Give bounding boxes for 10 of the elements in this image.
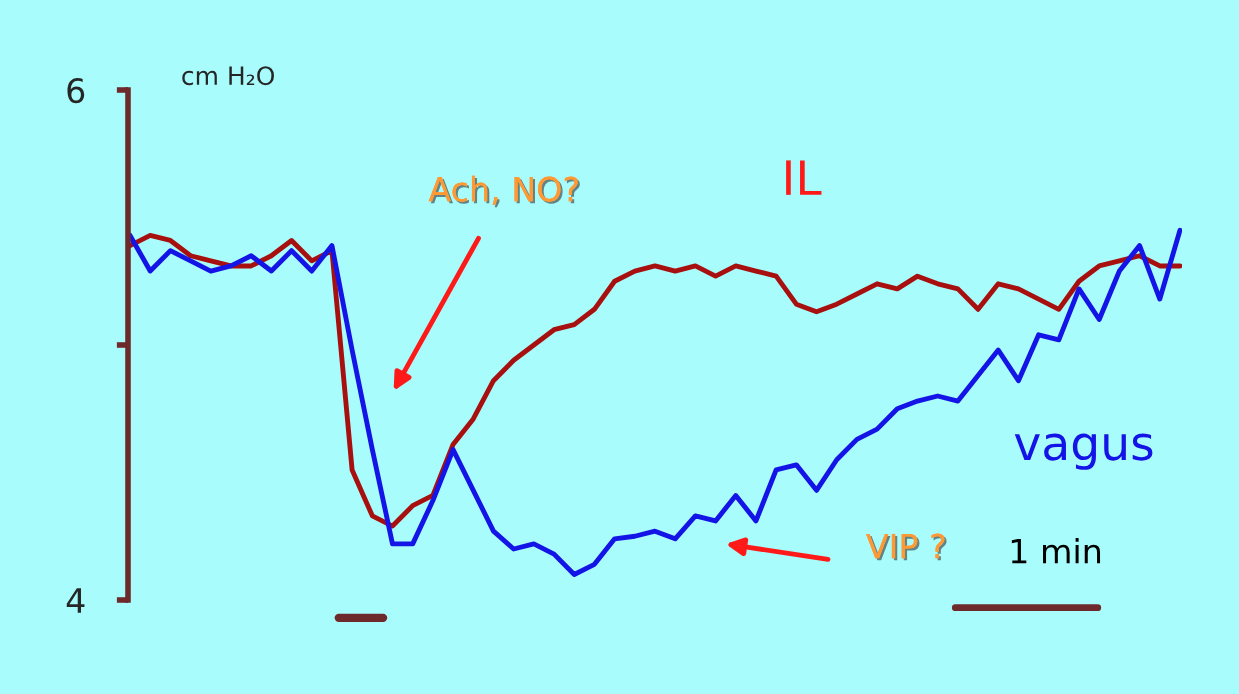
annotation: Ach, NO? [428,175,580,208]
y-tick-label: 4 [66,588,85,613]
line-series [128,227,1182,577]
annotation: 1 min [1011,537,1101,564]
y-tick-label: 6 [67,77,85,104]
annotation: VIP ? [866,533,947,561]
y-axis-title: cm H₂O [182,66,274,86]
line-series [128,232,1182,529]
series-label: vagus [1014,433,1153,470]
series-label: IL [786,160,822,195]
